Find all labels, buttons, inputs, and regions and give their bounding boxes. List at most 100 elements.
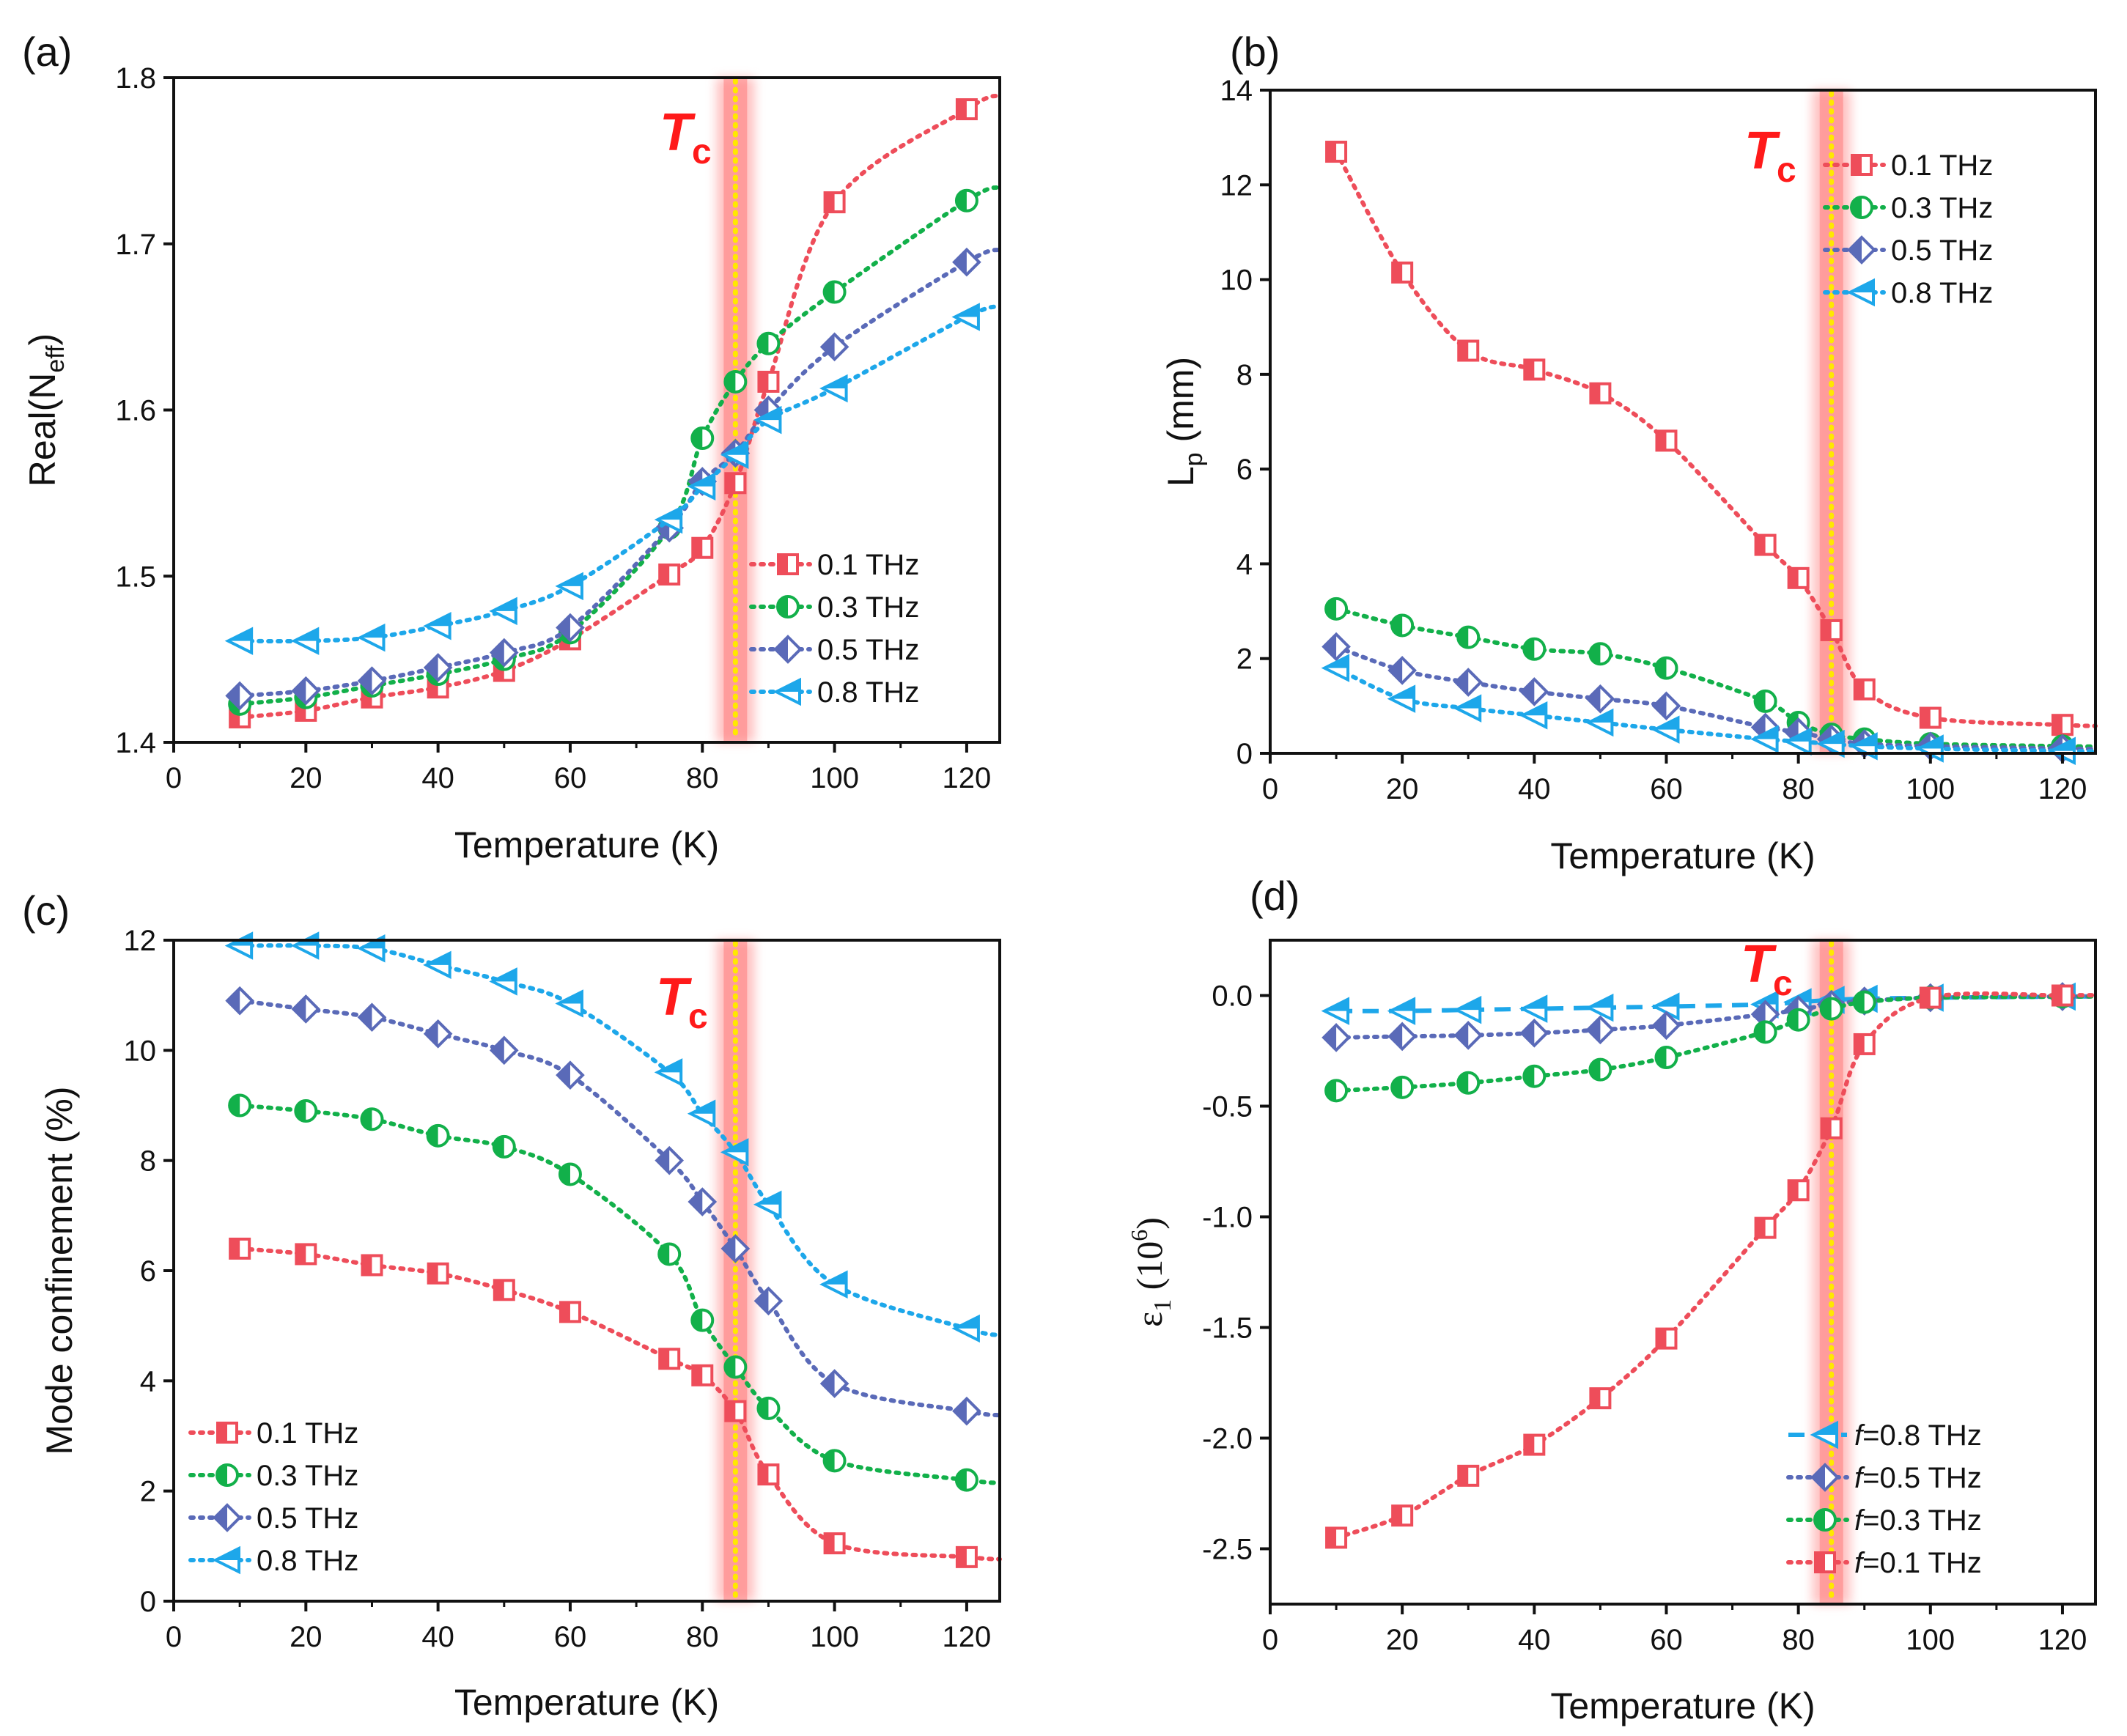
- x-tick-label: 40: [1518, 773, 1551, 805]
- series-08THz: [224, 931, 1002, 1343]
- series-01THz: [229, 1237, 1002, 1568]
- plot-frame: [1269, 89, 2097, 755]
- legend: 0.1 THz 0.3 THz 0.5 THz 0.8 THz: [1823, 149, 1993, 309]
- legend-label: 0.1 THz: [257, 1417, 358, 1449]
- legend-marker: [773, 635, 803, 664]
- data-point: [423, 612, 451, 640]
- legend-label: 0.3 THz: [1891, 192, 1993, 224]
- data-point: [1754, 533, 1777, 556]
- legend-label-text: 0.3 THz: [817, 591, 919, 624]
- legend-item: 0.8 THz: [1823, 277, 1993, 309]
- tc-label: Tc: [660, 103, 712, 171]
- y-axis-label-end: ): [22, 333, 63, 346]
- data-point: [1588, 1057, 1612, 1082]
- data-point: [361, 1254, 383, 1277]
- data-point: [823, 1532, 846, 1555]
- data-point: [1522, 1064, 1547, 1088]
- x-tick-label: 120: [2038, 773, 2087, 805]
- legend-marker: [777, 553, 799, 575]
- legend-item: 0.8 THz: [749, 676, 919, 709]
- y-axis-label: Mode confinement (%): [39, 1086, 80, 1455]
- y-tick-label: -1.0: [1202, 1202, 1253, 1234]
- legend-marker: [1814, 1551, 1836, 1573]
- y-tick-label: 1.7: [115, 229, 156, 261]
- legend-item: 0.3 THz: [1823, 192, 1993, 224]
- data-point: [229, 1237, 251, 1260]
- tc-label-main: T: [1741, 935, 1777, 994]
- data-point: [658, 563, 681, 586]
- data-point: [1651, 715, 1680, 744]
- data-point: [1585, 708, 1614, 737]
- legend-marker: [215, 1463, 239, 1487]
- data-point: [757, 1463, 780, 1486]
- data-point: [423, 950, 451, 980]
- data-point: [489, 967, 517, 996]
- legend-marker: [1850, 196, 1873, 219]
- legend-label-text: =0.8 THz: [1862, 1419, 1982, 1452]
- legend-label-text: 0.3 THz: [1891, 192, 1993, 224]
- legend-label-text: 0.1 THz: [817, 549, 919, 581]
- panel-label: (c): [22, 887, 70, 934]
- data-point: [294, 1099, 318, 1123]
- legend-item: 0.1 THz: [188, 1417, 358, 1449]
- tc-label-sub: c: [692, 133, 712, 171]
- data-point: [1655, 429, 1678, 452]
- data-point: [690, 1308, 715, 1332]
- series-08THz: [1321, 654, 2098, 766]
- data-point: [955, 98, 978, 121]
- data-point: [756, 331, 781, 355]
- data-point: [1324, 596, 1349, 621]
- plot-frame: [1269, 939, 2097, 1606]
- panel-c: (c) 0 20 40 60 80 100 120 0 2 4 6 8 10 12 Temperature (…: [22, 887, 1002, 1723]
- legend-marker: [216, 1422, 238, 1444]
- y-tick-label: -1.5: [1202, 1312, 1253, 1345]
- data-point: [720, 1234, 751, 1263]
- data-point: [1820, 1117, 1843, 1140]
- data-point: [555, 572, 583, 601]
- y-tick-label: 12: [124, 925, 157, 957]
- data-point: [1457, 1464, 1480, 1487]
- legend-label: f=0.1 THz: [1854, 1547, 1982, 1579]
- data-point: [1651, 1011, 1681, 1041]
- data-point: [952, 1396, 981, 1426]
- data-point: [823, 191, 846, 214]
- legend-marker: [776, 595, 800, 618]
- legend-label-text: 0.5 THz: [1891, 234, 1993, 267]
- data-point: [822, 280, 847, 304]
- y-axis-label-sub: eff: [42, 345, 70, 373]
- y-tick-label: 14: [1220, 75, 1253, 107]
- data-point: [489, 1035, 519, 1065]
- legend-item: 0.1 THz: [1823, 149, 1993, 182]
- data-point: [819, 1369, 849, 1398]
- panel-d: (d) 0 20 40 60 80 100 120 -2.5 -2.0 -1.5 -1.0 -0.5 0.…: [1126, 873, 2098, 1726]
- tc-band: [716, 940, 755, 1601]
- data-point: [1754, 1216, 1777, 1239]
- data-point: [224, 627, 254, 655]
- legend: f=0.8 THz f=0.5 THz f=0.3 THz f=0.1 THz: [1786, 1419, 1982, 1579]
- tc-label-sub: c: [688, 997, 708, 1036]
- legend-label: 0.3 THz: [817, 591, 919, 624]
- data-point: [1852, 990, 1876, 1014]
- data-point: [357, 934, 386, 963]
- data-point: [1651, 691, 1681, 721]
- data-point: [1456, 625, 1481, 649]
- series-line: [237, 93, 1002, 720]
- data-point: [360, 1107, 384, 1131]
- data-point: [951, 303, 980, 331]
- legend-label-text: 0.3 THz: [257, 1460, 358, 1492]
- x-tick-label: 40: [421, 1621, 454, 1653]
- legend-marker: [1810, 1420, 1838, 1449]
- data-point: [295, 1243, 317, 1266]
- data-point: [558, 1162, 582, 1186]
- tc-label-main: T: [1744, 122, 1781, 180]
- data-point: [822, 1449, 847, 1473]
- data-point: [1853, 1033, 1876, 1055]
- y-tick-label: 12: [1220, 169, 1253, 202]
- y-axis-label-close: ): [1129, 1217, 1170, 1230]
- data-point: [1919, 706, 1942, 729]
- data-point: [1519, 1019, 1549, 1048]
- legend-item: 0.3 THz: [749, 591, 919, 624]
- data-point: [1585, 684, 1615, 714]
- legend-label: 0.5 THz: [1891, 234, 1993, 267]
- y-tick-label: 0: [1236, 738, 1253, 770]
